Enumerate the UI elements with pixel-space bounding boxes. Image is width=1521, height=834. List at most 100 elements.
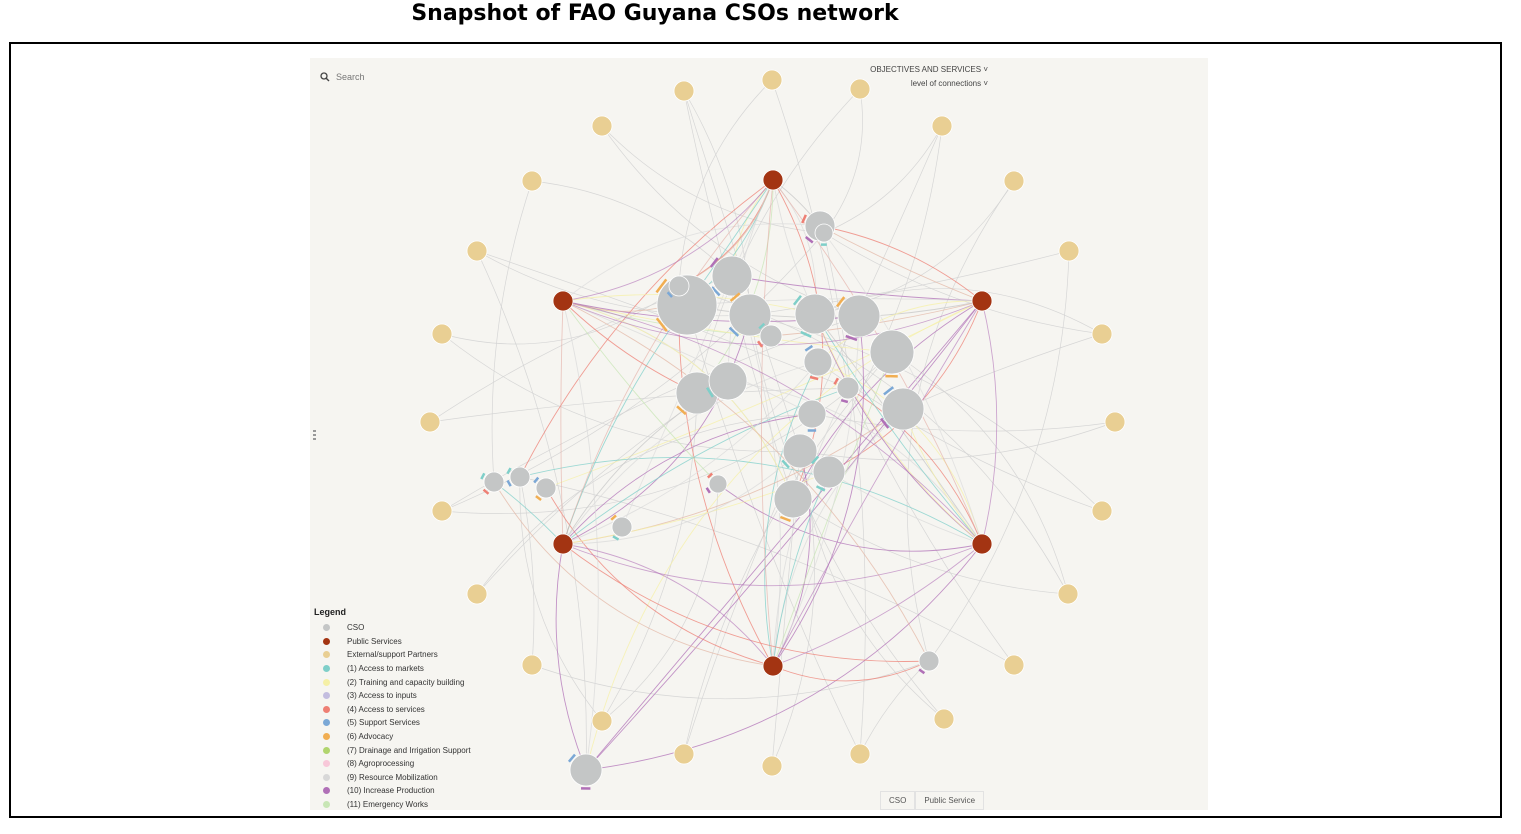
connection-edge: [585, 300, 983, 771]
legend-label: (3) Access to inputs: [347, 691, 417, 701]
connection-edge: [621, 179, 774, 528]
connection-edge: [772, 300, 983, 667]
partner-node[interactable]: [419, 411, 441, 433]
cso-node[interactable]: [918, 650, 940, 672]
service-arc: [800, 330, 812, 338]
partner-node[interactable]: [431, 500, 453, 522]
service-arc: [758, 322, 766, 330]
cso-node[interactable]: [814, 223, 834, 243]
partner-node[interactable]: [1091, 323, 1113, 345]
connection-edge: [476, 250, 587, 771]
service-arc: [506, 467, 512, 475]
cso-node[interactable]: [708, 361, 748, 401]
cso-node[interactable]: [728, 293, 772, 337]
connection-edge: [828, 471, 983, 545]
partner-node[interactable]: [849, 78, 871, 100]
service-arc: [666, 291, 673, 298]
partner-node[interactable]: [931, 115, 953, 137]
tab-cso[interactable]: CSO: [880, 791, 916, 810]
service-arc: [705, 387, 714, 398]
public-service-node[interactable]: [762, 169, 784, 191]
partner-node[interactable]: [673, 80, 695, 102]
cso-node[interactable]: [773, 479, 813, 519]
connection-edge: [902, 333, 1103, 410]
service-arc: [845, 334, 858, 342]
partner-node[interactable]: [1003, 654, 1025, 676]
partner-node[interactable]: [466, 583, 488, 605]
cso-node[interactable]: [483, 471, 505, 493]
partner-node[interactable]: [1058, 240, 1080, 262]
cso-node[interactable]: [782, 433, 818, 469]
legend-item: (6) Advocacy: [314, 730, 471, 744]
service-arc: [880, 417, 890, 429]
partner-node[interactable]: [591, 710, 613, 732]
service-arc: [804, 236, 814, 244]
partner-node[interactable]: [1057, 583, 1079, 605]
cso-node[interactable]: [812, 455, 846, 489]
legend-label: (4) Access to services: [347, 704, 425, 714]
connection-edge: [491, 180, 533, 483]
connection-edge: [562, 543, 983, 587]
cso-node[interactable]: [794, 293, 836, 335]
search-bar[interactable]: Search: [320, 68, 365, 86]
legend-item: (11) Emergency Works: [314, 798, 471, 812]
public-service-node[interactable]: [971, 290, 993, 312]
service-arc: [655, 278, 668, 294]
service-arc: [757, 340, 764, 348]
public-service-node[interactable]: [552, 290, 574, 312]
partner-node[interactable]: [1091, 500, 1113, 522]
service-arc: [779, 515, 791, 523]
service-arc: [567, 753, 576, 763]
cso-node[interactable]: [569, 753, 603, 787]
public-service-node[interactable]: [971, 533, 993, 555]
partner-node[interactable]: [466, 240, 488, 262]
service-arc: [804, 344, 814, 352]
network-canvas[interactable]: Search OBJECTIVES AND SERVICES ˅ level o…: [310, 58, 1208, 810]
cso-node[interactable]: [611, 516, 633, 538]
panel-resize-handle[interactable]: [313, 430, 317, 442]
legend-heading: Legend: [314, 607, 347, 617]
connection-edge: [772, 660, 930, 682]
cso-node[interactable]: [509, 466, 531, 488]
legend-label: (5) Support Services: [347, 718, 420, 728]
partner-node[interactable]: [849, 743, 871, 765]
cso-node[interactable]: [869, 329, 915, 375]
partner-node[interactable]: [1104, 411, 1126, 433]
level-of-connections-dropdown[interactable]: level of connections ˅: [910, 79, 988, 88]
partner-node[interactable]: [761, 755, 783, 777]
cso-node[interactable]: [711, 255, 753, 297]
objectives-services-dropdown[interactable]: OBJECTIVES AND SERVICES ˅: [870, 65, 988, 74]
search-input[interactable]: Search: [336, 72, 365, 82]
connection-edge: [814, 313, 983, 545]
partner-node[interactable]: [761, 69, 783, 91]
partner-node[interactable]: [521, 170, 543, 192]
partner-node[interactable]: [591, 115, 613, 137]
tab-public-service[interactable]: Public Service: [915, 791, 985, 810]
cso-node[interactable]: [803, 347, 833, 377]
connection-edge: [727, 380, 983, 545]
cso-node[interactable]: [881, 387, 925, 431]
partner-node[interactable]: [431, 323, 453, 345]
cso-node[interactable]: [708, 474, 728, 494]
connection-edge: [493, 481, 774, 667]
view-controls: OBJECTIVES AND SERVICES ˅ level of conne…: [870, 63, 988, 91]
partner-node[interactable]: [933, 708, 955, 730]
cso-node[interactable]: [797, 399, 827, 429]
cso-node[interactable]: [535, 477, 557, 499]
partner-node[interactable]: [673, 743, 695, 765]
service-arc: [815, 485, 826, 492]
public-service-node[interactable]: [552, 533, 574, 555]
search-icon: [320, 72, 330, 82]
cso-node[interactable]: [837, 294, 881, 338]
legend-label: (8) Agroprocessing: [347, 759, 415, 769]
connection-edge: [562, 300, 599, 771]
cso-node[interactable]: [836, 376, 860, 400]
partner-node[interactable]: [1003, 170, 1025, 192]
cso-node[interactable]: [668, 275, 690, 297]
partner-node[interactable]: [521, 654, 543, 676]
cso-node[interactable]: [759, 324, 783, 348]
public-service-node[interactable]: [762, 655, 784, 677]
legend-swatch: [323, 665, 330, 673]
legend-swatch: [323, 746, 330, 754]
network-graph[interactable]: [310, 58, 1208, 810]
